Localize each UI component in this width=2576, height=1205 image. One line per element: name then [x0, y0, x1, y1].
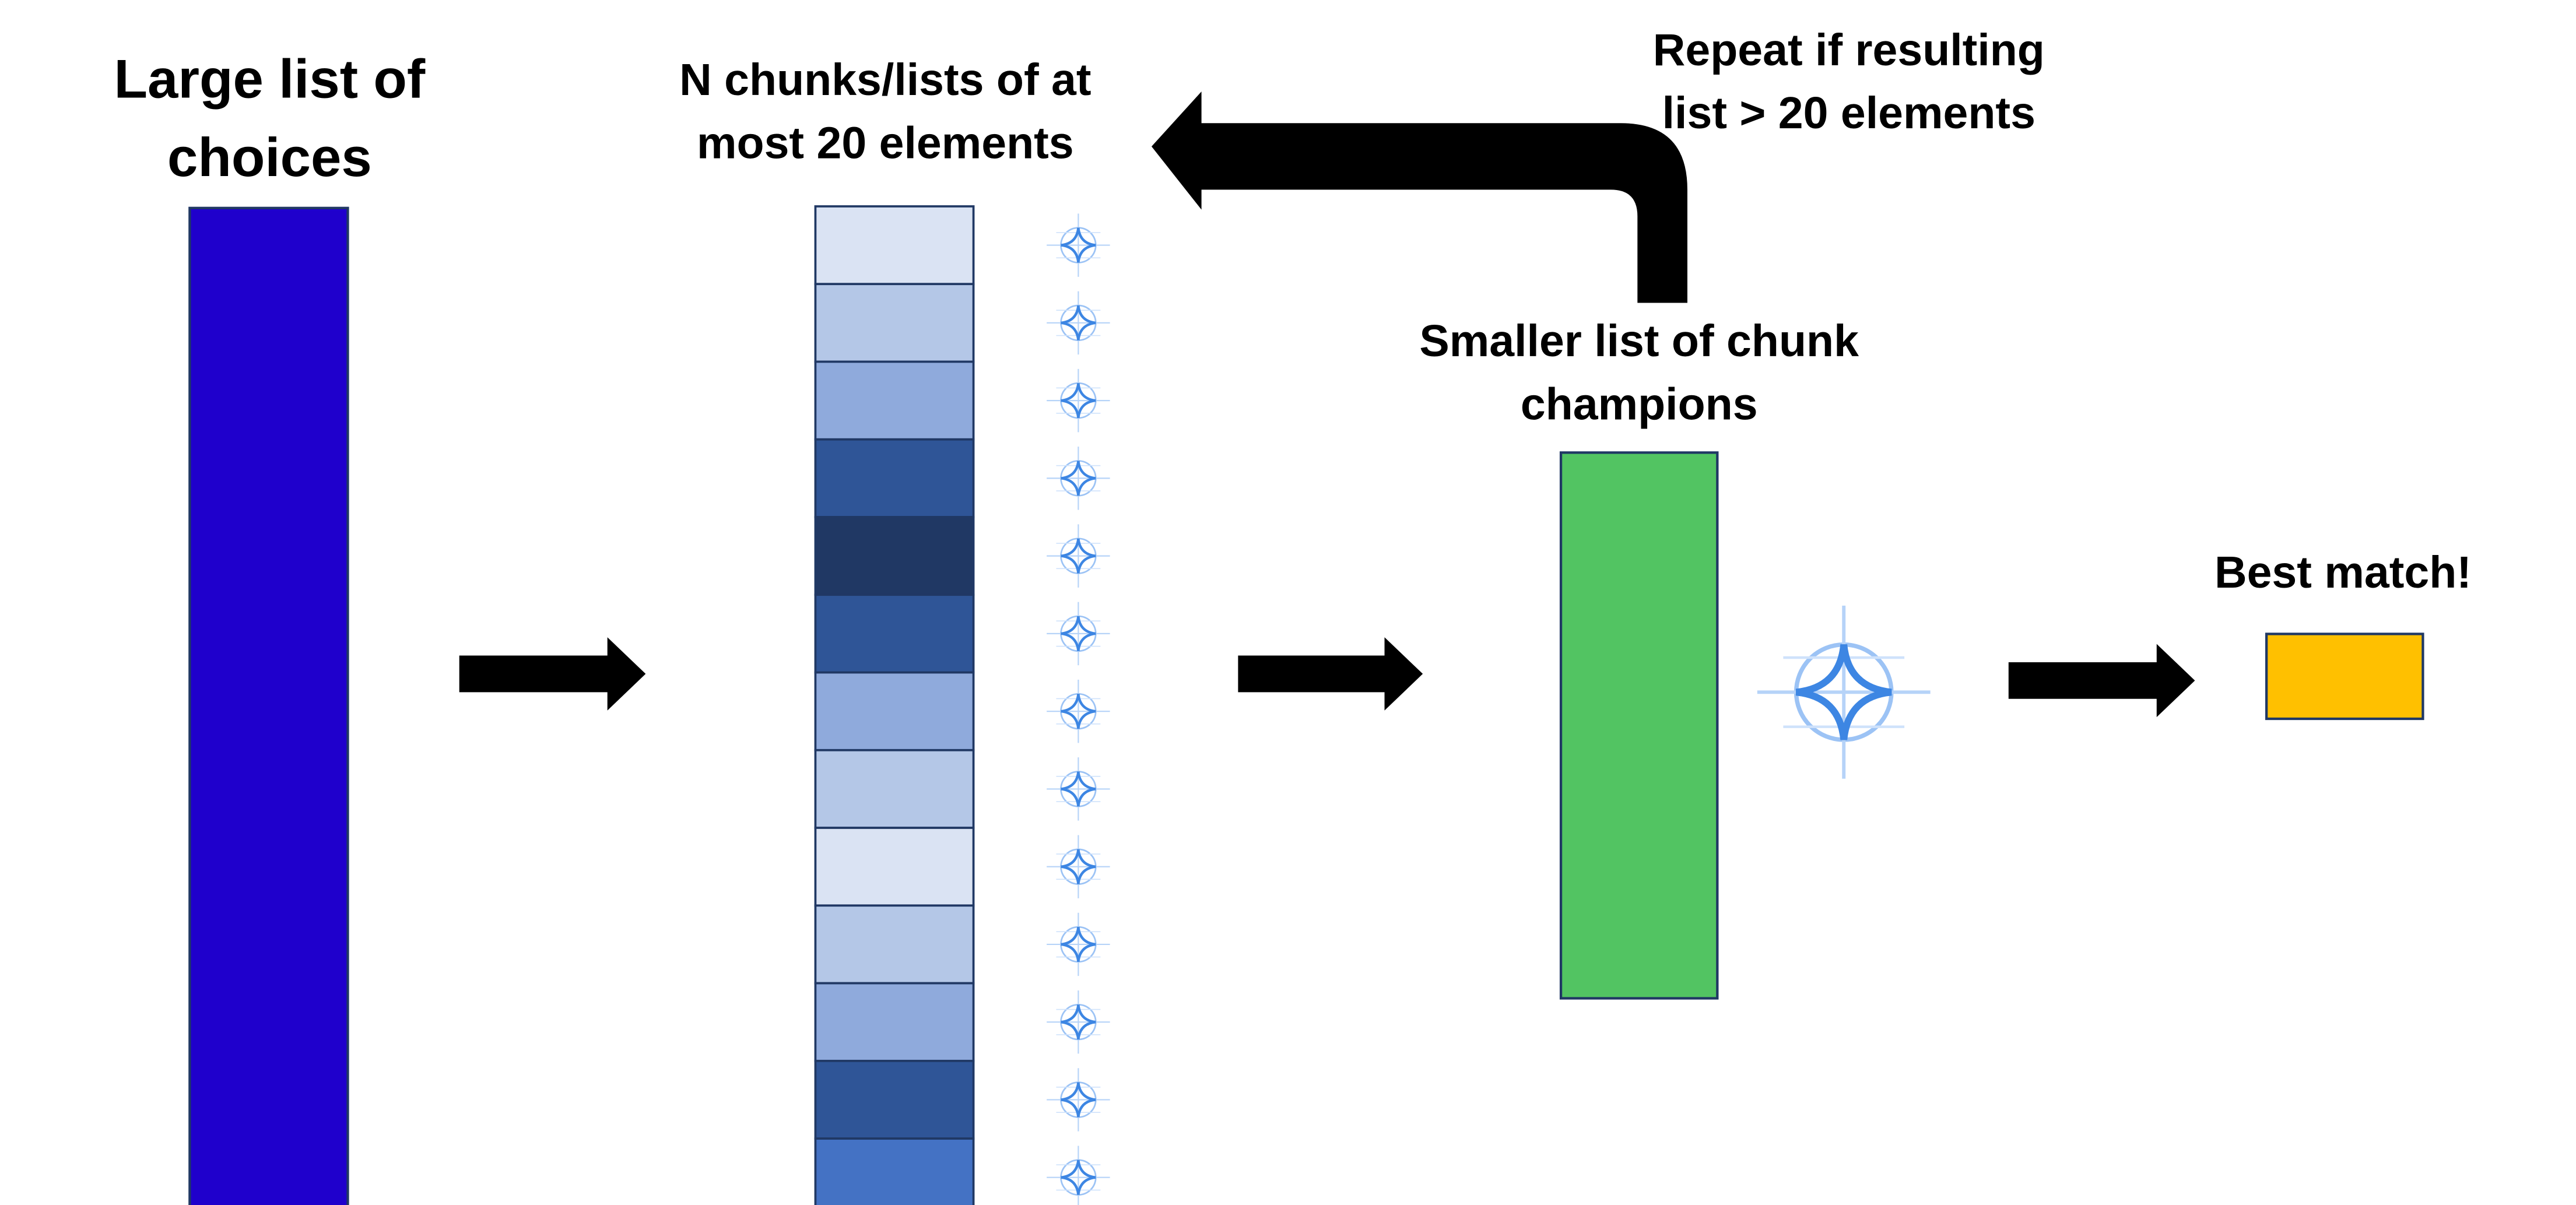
chunk: [814, 904, 975, 985]
sparkle-icon: [1047, 1068, 1110, 1131]
node-label: most 20 elements: [697, 118, 1074, 168]
sparkle-icon: [1047, 1146, 1110, 1205]
sparkle-icon: [1047, 524, 1110, 587]
sparkle-icon: [1047, 990, 1110, 1053]
arrow: [1238, 637, 1423, 711]
node-label: champions: [1521, 380, 1758, 430]
sparkle-icon: [1757, 606, 1931, 779]
arrow: [2008, 644, 2195, 718]
node-label: Large list of: [114, 48, 425, 110]
chunk: [814, 827, 975, 907]
large-list: [188, 206, 349, 1205]
loop-label: list > 20 elements: [1662, 88, 2035, 138]
sparkle-icon: [1047, 680, 1110, 743]
chunk: [814, 749, 975, 829]
sparkle-icon: [1047, 835, 1110, 898]
chunk: [814, 438, 975, 518]
chunk: [814, 1137, 975, 1205]
chunk: [814, 205, 975, 286]
best-match: [2265, 633, 2424, 721]
sparkle-icon: [1047, 602, 1110, 665]
chunk: [814, 1059, 975, 1140]
sparkle-icon: [1047, 757, 1110, 820]
chunk: [814, 283, 975, 363]
arrow: [459, 637, 646, 711]
chunk: [814, 982, 975, 1062]
loop-arrow: [1151, 92, 1687, 303]
loop-label: Repeat if resulting: [1653, 25, 2045, 75]
sparkle-icon: [1047, 913, 1110, 976]
chunk: [814, 360, 975, 441]
chunk: [814, 671, 975, 751]
champion-list: [1559, 451, 1719, 1000]
chunk: [814, 516, 975, 596]
sparkle-icon: [1047, 447, 1110, 510]
sparkle-icon: [1047, 291, 1110, 354]
node-label: Smaller list of chunk: [1419, 316, 1859, 366]
sparkle-icon: [1047, 213, 1110, 276]
chunk-list: [814, 205, 1110, 1205]
node-label: N chunks/lists of at: [679, 55, 1091, 105]
node-label: Best match!: [2214, 547, 2472, 598]
chunk: [814, 593, 975, 674]
node-label: choices: [167, 127, 372, 188]
sparkle-icon: [1047, 369, 1110, 432]
